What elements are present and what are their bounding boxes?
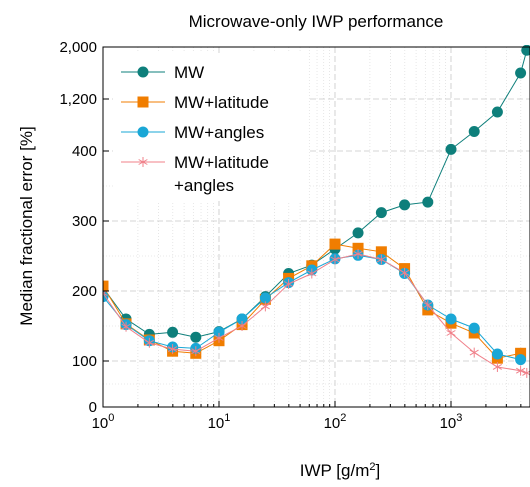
- x-tick-exponent: 0: [108, 412, 114, 424]
- data-point: [423, 300, 433, 310]
- data-point: [214, 332, 224, 343]
- x-tick-base: 10: [92, 415, 109, 432]
- x-tick-exponent: 2: [340, 412, 346, 424]
- data-point: [259, 292, 271, 304]
- y-tick-label: 300: [72, 213, 97, 230]
- data-point: [137, 66, 149, 78]
- x-tick-label: 100: [92, 412, 115, 432]
- data-point: [375, 207, 387, 219]
- y-tick-label: 0: [89, 399, 97, 416]
- data-point: [237, 321, 247, 331]
- data-point: [445, 143, 457, 155]
- legend: MW MW+latitude MW+angles MW+latitude +angles: [113, 53, 308, 201]
- series-2: [103, 249, 527, 366]
- legend-entry-label: MW: [174, 63, 204, 82]
- data-point: [352, 242, 364, 254]
- data-point: [399, 199, 411, 211]
- plot-frame: [102, 46, 530, 408]
- data-point: [468, 126, 480, 137]
- data-point: [260, 301, 270, 312]
- x-tick-label: 102: [324, 412, 347, 432]
- data-point: [144, 337, 154, 348]
- data-point: [491, 106, 503, 118]
- legend-entry-label: MW+angles: [174, 123, 264, 142]
- data-point: [400, 267, 410, 278]
- series-line: [103, 253, 527, 374]
- data-point: [329, 238, 341, 250]
- x-tick-label: 101: [208, 412, 231, 432]
- legend-entry-label: +angles: [174, 176, 234, 195]
- y-tick-label: 2,000: [59, 39, 97, 56]
- data-point: [167, 326, 179, 338]
- chart-title: Microwave-only IWP performance: [189, 12, 444, 31]
- y-tick-label: 100: [72, 353, 97, 370]
- data-point: [191, 346, 201, 357]
- data-point: [103, 280, 109, 292]
- data-point: [353, 248, 363, 259]
- x-tick-exponent: 1: [224, 412, 230, 424]
- data-point: [515, 354, 527, 366]
- data-point: [521, 45, 530, 56]
- data-point: [422, 196, 434, 208]
- data-point: [445, 313, 457, 325]
- data-point: [376, 254, 386, 265]
- legend-entry-label: MW+latitude: [174, 153, 269, 172]
- data-point: [138, 157, 148, 167]
- x-tick-base: 10: [440, 415, 457, 432]
- x-axis-label-sup: 2: [369, 461, 375, 473]
- data-point: [515, 67, 527, 79]
- series-3: [103, 248, 530, 378]
- data-point: [307, 268, 317, 279]
- legend-background: [113, 53, 308, 201]
- y-tick-label: 1,200: [59, 91, 97, 108]
- x-tick-label: 103: [440, 412, 463, 432]
- y-tick-label: 400: [72, 143, 97, 160]
- data-point: [469, 347, 479, 358]
- x-axis-label-end: ]: [375, 461, 380, 480]
- data-point: [190, 331, 202, 343]
- data-point: [515, 347, 527, 359]
- data-point: [121, 321, 131, 332]
- data-point: [137, 126, 149, 138]
- data-point: [284, 279, 294, 289]
- data-point: [516, 365, 526, 376]
- data-point: [468, 322, 480, 334]
- legend-entry-label: MW+latitude: [174, 93, 269, 112]
- data-point: [330, 254, 340, 265]
- x-axis-label: IWP [g/m2]: [300, 461, 380, 480]
- series-layer: [103, 45, 530, 378]
- x-tick-base: 10: [208, 415, 225, 432]
- data-point: [491, 348, 503, 360]
- x-tick-exponent: 3: [456, 412, 462, 424]
- x-axis-label-main: IWP [g/m: [300, 461, 370, 480]
- data-point: [168, 344, 178, 355]
- x-tick-base: 10: [324, 415, 341, 432]
- data-point: [137, 96, 149, 108]
- series-1: [103, 238, 527, 364]
- y-tick-label: 200: [72, 283, 97, 300]
- data-point: [446, 328, 456, 338]
- data-point: [352, 227, 364, 239]
- y-axis-label: Median fractional error [%]: [17, 126, 36, 325]
- data-point: [213, 326, 225, 338]
- data-point: [492, 361, 502, 372]
- data-point: [236, 313, 248, 325]
- data-point: [375, 246, 387, 258]
